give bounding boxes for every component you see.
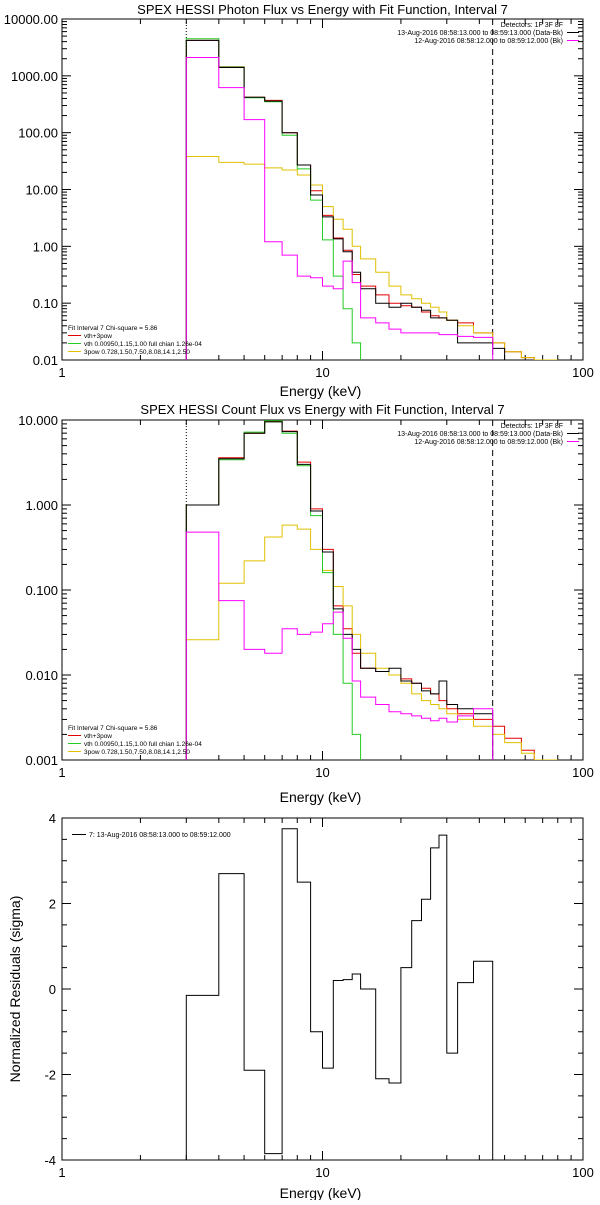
x-tick-label: 1	[58, 365, 65, 380]
legend-lower-line: vth+3pow	[84, 333, 112, 340]
legend-upper-line: Detectors: 1F 3F 8F	[501, 423, 563, 430]
x-tick-label: 1	[58, 765, 65, 780]
y-tick-label: 1000.00	[11, 69, 58, 84]
x-tick-label: 1	[58, 1165, 65, 1180]
x-tick-label: 100	[572, 1165, 594, 1180]
chart-panel-1: 1 10 100 0.01 0.10 1.00 10.00 100.00 1000.00 1000…	[4, 2, 594, 399]
legend-line: 7: 13-Aug-2016 08:58:13.000 to 08:59:12.…	[89, 832, 231, 839]
y-tick-label: 1.00	[33, 239, 58, 254]
y-tick-label: 0.010	[25, 668, 58, 683]
y-tick-label: 10.00	[25, 183, 58, 198]
chart-title: SPEX HESSI Count Flux vs Energy with Fit…	[140, 402, 504, 417]
legend-upper-line: 12-Aug-2016 08:58:12.000 to 08:59:12.000…	[414, 439, 563, 446]
legend-lower-line: 3pow 0.728,1.50,7.50,8.08,14.1,2.50	[84, 749, 190, 756]
legend-lower: Fit Interval 7 Chi-square = 5.86vth+3pow…	[68, 325, 202, 356]
x-tick-label: 10	[315, 365, 329, 380]
series-group	[185, 828, 494, 1160]
chart-title: SPEX HESSI Photon Flux vs Energy with Fi…	[137, 2, 508, 17]
series-line-2	[185, 524, 558, 760]
y-tick-label: 0	[49, 982, 56, 997]
legend-upper-line: 13-Aug-2016 08:58:13.000 to 08:59:13.000…	[397, 431, 563, 438]
legend-upper-line: Detectors: 1F 3F 8F	[501, 22, 563, 29]
y-tick-label: -2	[44, 1068, 56, 1083]
y-tick-label: 2	[49, 897, 56, 912]
y-tick-label: 0.01	[33, 353, 58, 368]
y-tick-label: 0.10	[33, 296, 58, 311]
legend-lower-line: vth 0.00950,1.15,1.00 full chian 1.26e-0…	[84, 341, 202, 348]
x-axis-label: Energy (keV)	[280, 789, 362, 805]
y-tick-label: 10000.00	[4, 12, 58, 27]
x-axis-label: Energy (keV)	[280, 383, 362, 399]
legend-lower-line: vth+3pow	[84, 733, 112, 740]
legend-residuals: 7: 13-Aug-2016 08:58:13.000 to 08:59:12.…	[72, 832, 231, 839]
legend-lower: Fit Interval 7 Chi-square = 5.86vth+3pow…	[68, 725, 202, 756]
series-line-1	[185, 421, 558, 760]
y-tick-label: -4	[44, 1153, 56, 1168]
series-line-4	[185, 421, 494, 760]
x-tick-label: 10	[315, 765, 329, 780]
x-axis-label: Energy (keV)	[280, 1185, 362, 1200]
chart-panel-2: 1 10 100 0.001 0.010 0.100 1.000 10.000 SPEX HES…	[18, 402, 594, 805]
legend-lower-line: vth 0.00950,1.15,1.00 full chian 1.26e-0…	[84, 741, 202, 748]
legend-lower-line: Fit Interval 7 Chi-square = 5.86	[68, 725, 158, 732]
series-group	[185, 38, 558, 360]
series-line-3	[185, 38, 362, 360]
y-tick-label: 4	[49, 811, 56, 826]
x-tick-label: 10	[315, 1165, 329, 1180]
legend-lower-line: 3pow 0.728,1.50,7.50,8.08,14.1,2.50	[84, 349, 190, 356]
x-tick-label: 100	[572, 765, 594, 780]
series-line-2	[185, 156, 558, 360]
series-line-4	[185, 39, 506, 360]
chart-panel-3: 1 10 100 -4 -2 0 2 4 Energy (keV) Normalized Resi…	[7, 811, 594, 1201]
plot-frame	[61, 817, 584, 1161]
series-group	[185, 420, 558, 760]
series-line-3	[185, 420, 362, 760]
y-tick-label: 0.100	[25, 583, 58, 598]
plot-frame	[61, 419, 584, 761]
series-line-5	[185, 531, 494, 760]
y-tick-label: 100.00	[18, 126, 58, 141]
y-axis-label: Normalized Residuals (sigma)	[7, 896, 23, 1083]
legend-upper-line: 12-Aug-2016 08:58:12.000 to 08:59:12.000…	[414, 38, 563, 45]
y-tick-label: 0.001	[25, 753, 58, 768]
x-tick-label: 100	[572, 365, 594, 380]
legend-lower-line: Fit Interval 7 Chi-square = 5.86	[68, 325, 158, 332]
series-line-1	[185, 828, 494, 1160]
y-tick-label: 10.000	[18, 413, 58, 428]
legend-upper-line: 13-Aug-2016 08:58:13.000 to 08:59:13.000…	[397, 30, 563, 37]
y-tick-label: 1.000	[25, 498, 58, 513]
series-line-5	[185, 57, 494, 360]
